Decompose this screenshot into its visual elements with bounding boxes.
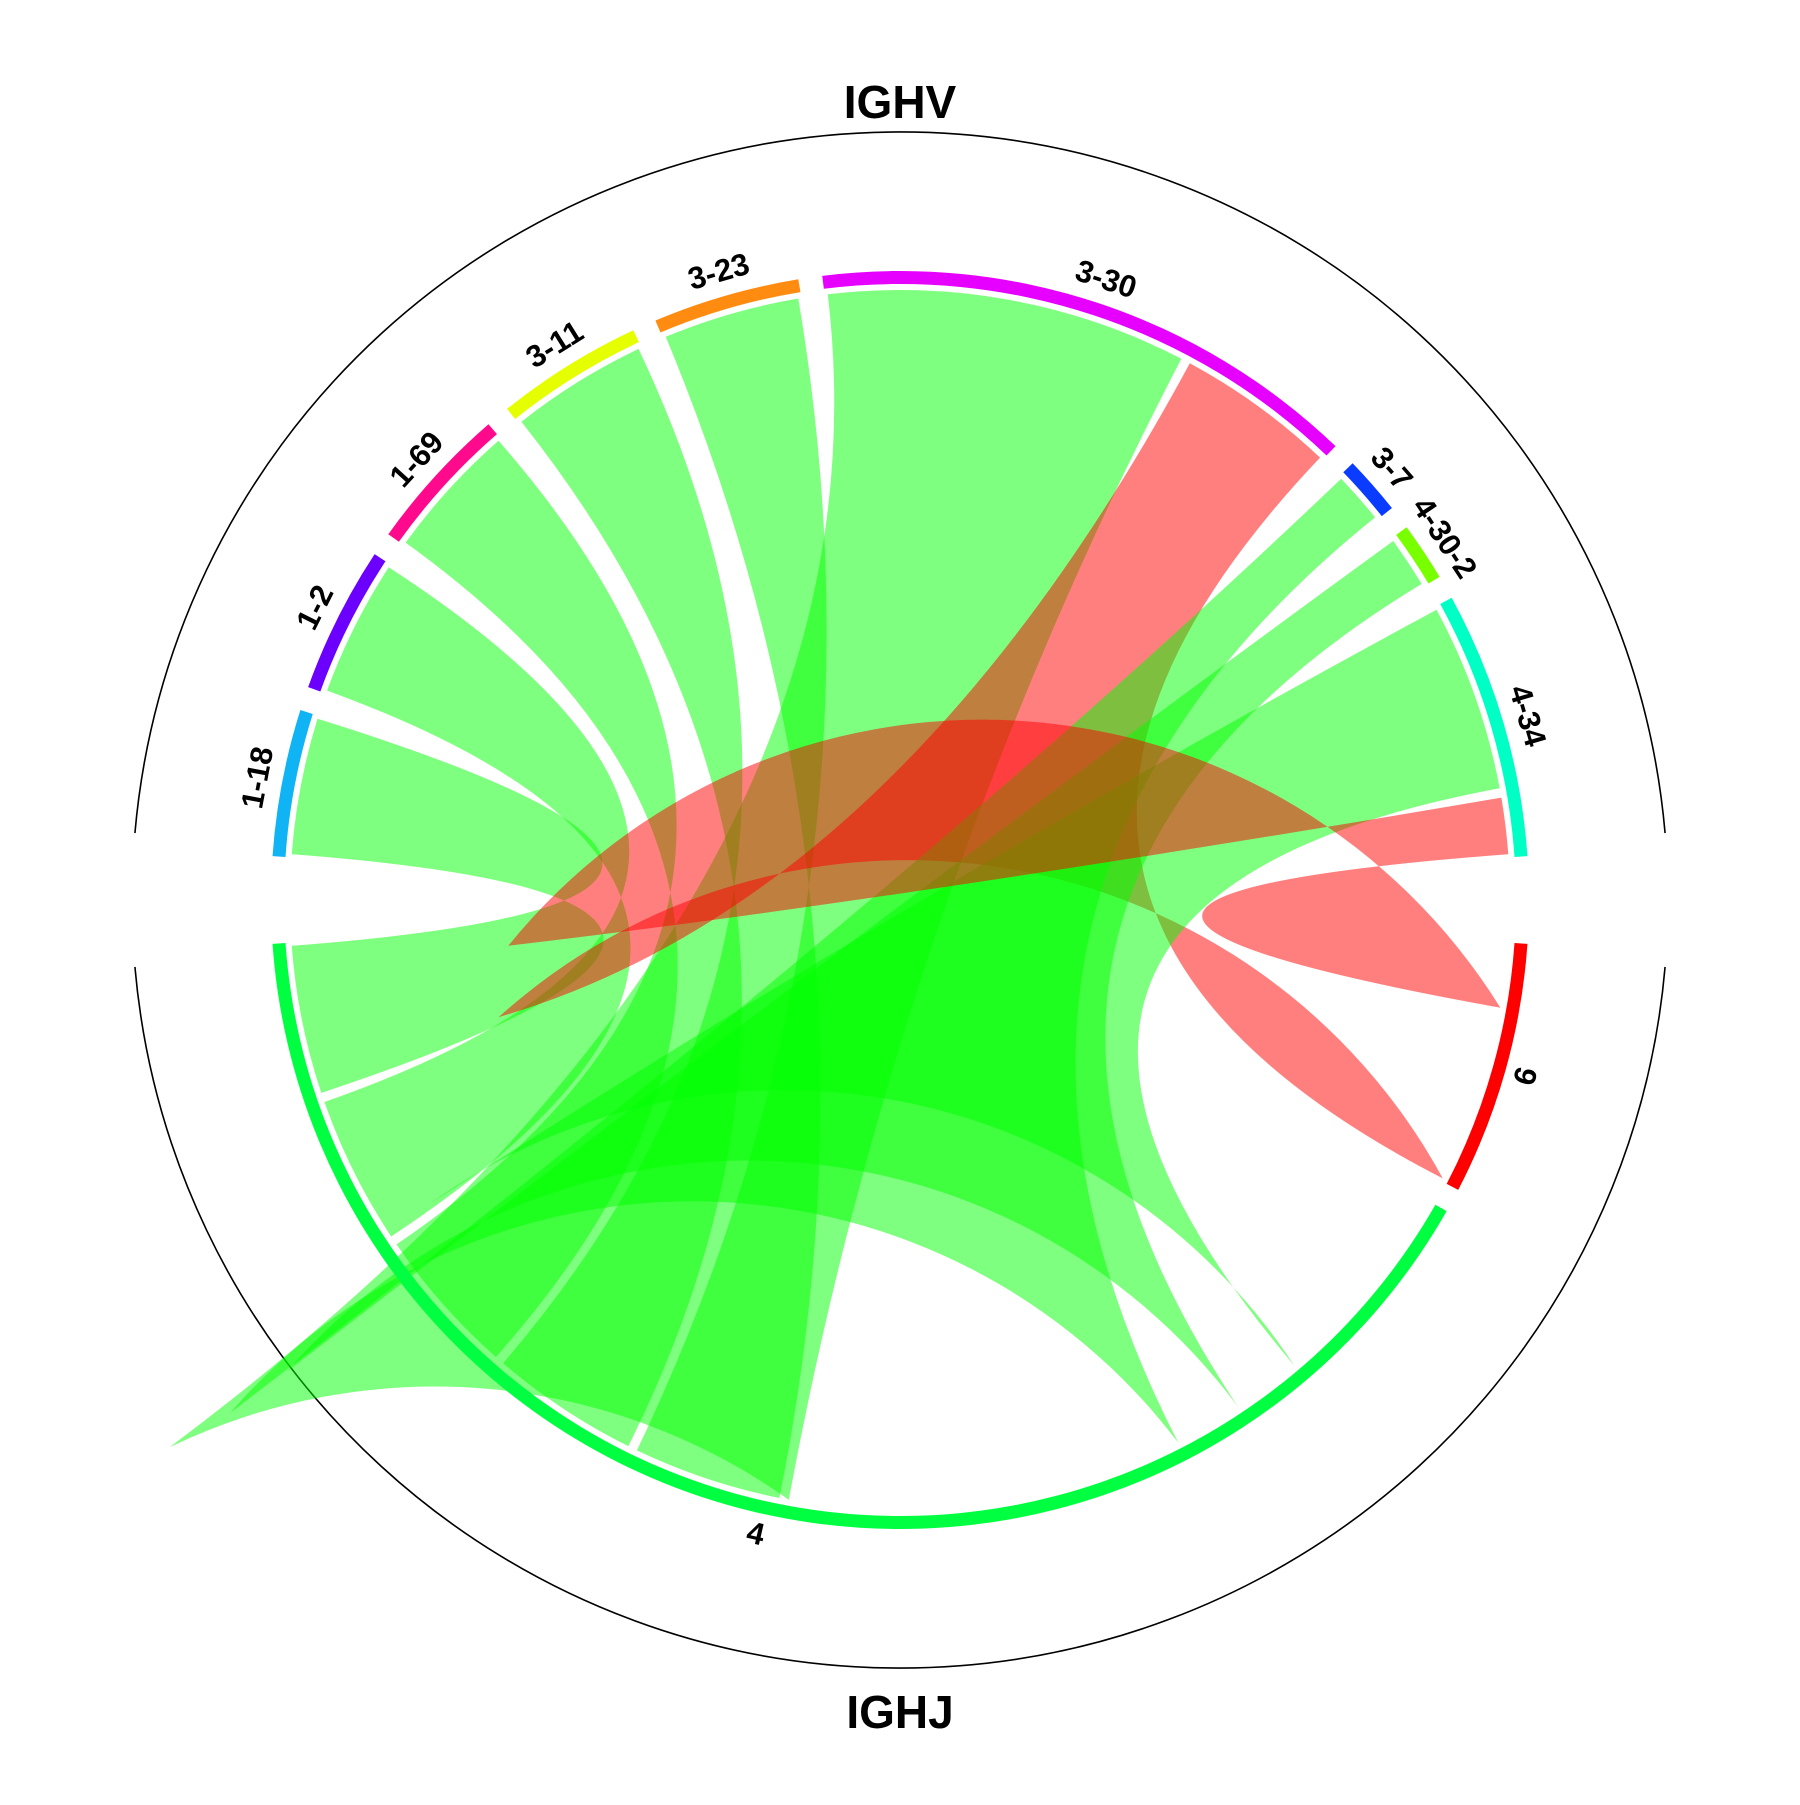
segment-label-3-30: 3-30 [1071, 253, 1141, 306]
segment-label-4: 4 [744, 1515, 769, 1553]
segment-label-1-18: 1-18 [234, 744, 280, 812]
segment-source-4-34 [1440, 597, 1528, 858]
outer-arc-ighj [134, 966, 1666, 1669]
segment-source-1-69 [388, 424, 497, 542]
segment-label-4-34: 4-34 [1502, 681, 1553, 751]
segment-label-1-2: 1-2 [289, 579, 340, 635]
segment-source-1-2 [308, 554, 386, 692]
segment-source-3-23 [655, 279, 801, 333]
segment-source-3-30 [822, 271, 1336, 456]
chord-link-3-30-to-4 [169, 289, 1182, 1500]
segment-label-4-30-2: 4-30-2 [1405, 491, 1484, 585]
segment-label-6: 6 [1506, 1063, 1544, 1089]
chord-link-1-2-to-4 [324, 567, 631, 1237]
segment-source-3-11 [507, 330, 639, 419]
segment-label-3-23: 3-23 [684, 246, 753, 297]
segment-source-3-7 [1343, 463, 1392, 517]
segment-source-1-18 [272, 710, 313, 858]
group-title-ighj: IGHJ [846, 1686, 953, 1738]
outer-arc-ighv [134, 131, 1666, 834]
group-title-ighv: IGHV [844, 76, 957, 128]
segment-target-6 [1446, 942, 1528, 1190]
chord-link-4-34-to-6 [508, 719, 1509, 1008]
segment-source-4-30-2 [1396, 527, 1440, 584]
